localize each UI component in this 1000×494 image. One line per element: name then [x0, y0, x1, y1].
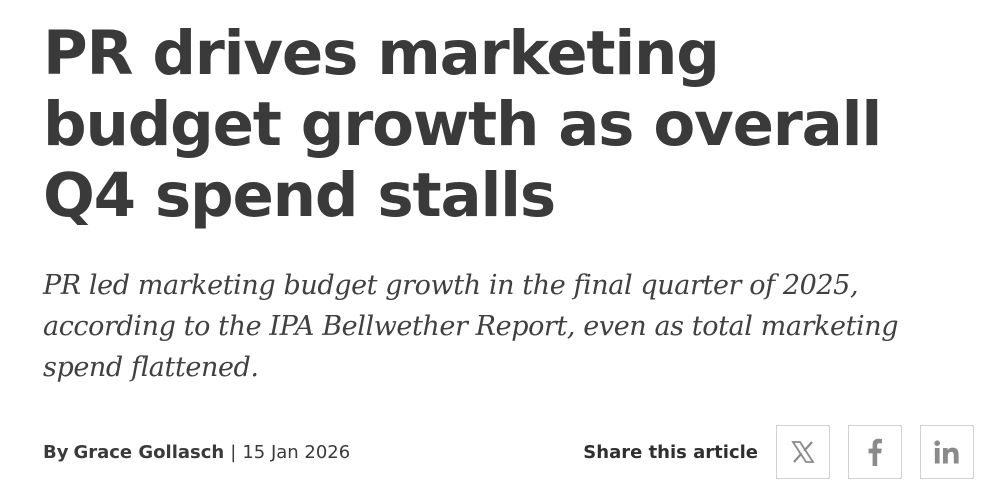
byline-separator: | — [230, 441, 237, 463]
share-label: Share this article — [583, 441, 758, 463]
facebook-icon — [868, 438, 882, 466]
x-logo-icon — [791, 441, 815, 463]
article-standfirst: PR led marketing budget growth in the fi… — [43, 270, 899, 383]
byline: By Grace Gollasch | 15 Jan 2026 — [43, 442, 350, 463]
article-headline: PR drives marketing budget growth as ove… — [43, 18, 882, 231]
publish-date: 15 Jan 2026 — [242, 441, 351, 463]
share-linkedin-button[interactable] — [920, 425, 974, 479]
share-facebook-button[interactable] — [848, 425, 902, 479]
byline-prefix: By — [43, 441, 69, 463]
author-link[interactable]: Grace Gollasch — [73, 441, 225, 463]
share-bar: Share this article — [583, 425, 974, 479]
article-meta-bar: By Grace Gollasch | 15 Jan 2026 Share th… — [43, 424, 974, 480]
linkedin-icon — [934, 440, 959, 464]
article-header: PR drives marketing budget growth as ove… — [43, 18, 983, 388]
share-x-button[interactable] — [776, 425, 830, 479]
